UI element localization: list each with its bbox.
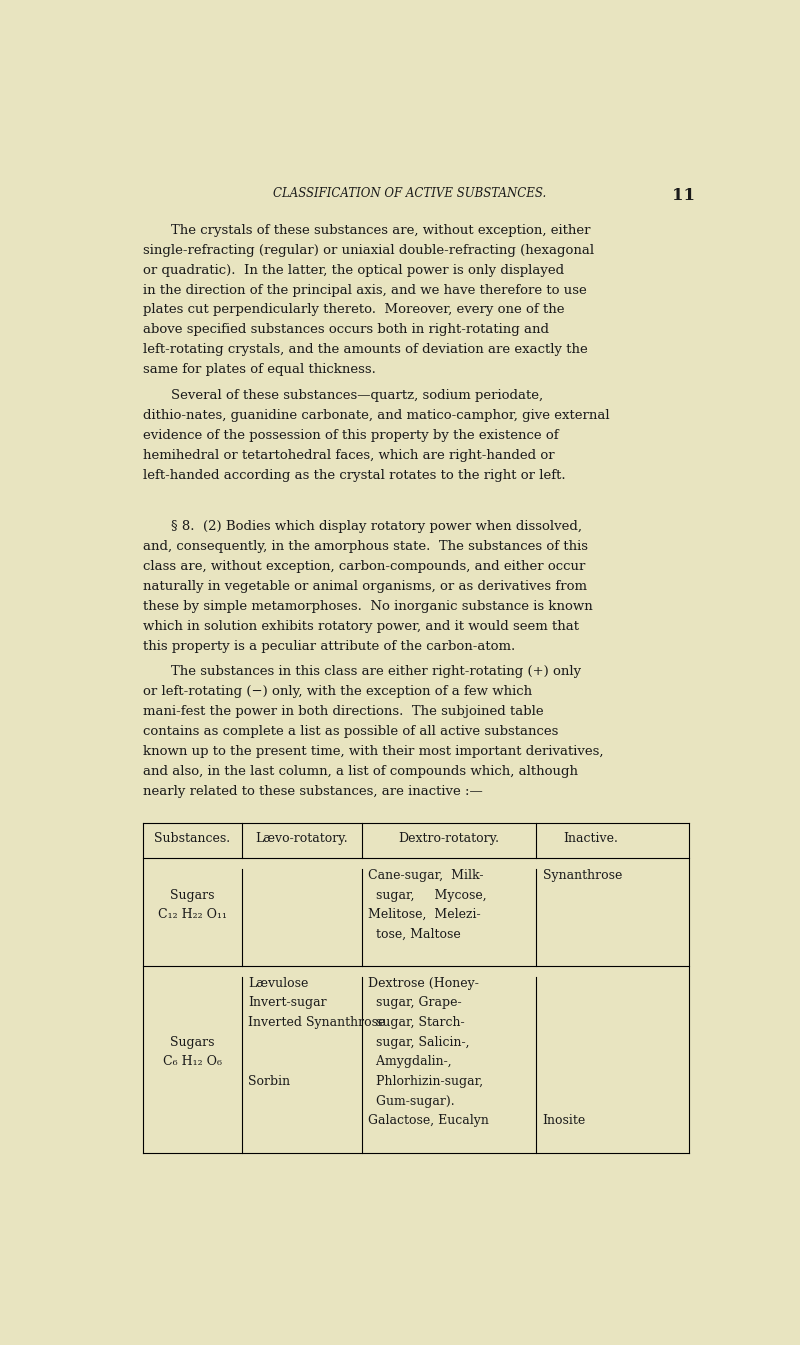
Text: naturally in vegetable or animal organisms, or as derivatives from: naturally in vegetable or animal organis… bbox=[143, 580, 587, 593]
Text: or quadratic).  In the latter, the optical power is only displayed: or quadratic). In the latter, the optica… bbox=[143, 264, 565, 277]
Text: sugar, Starch-: sugar, Starch- bbox=[368, 1015, 465, 1029]
Text: Several of these substances—quartz, sodium periodate,: Several of these substances—quartz, sodi… bbox=[171, 389, 543, 402]
Text: Sorbin: Sorbin bbox=[248, 1075, 290, 1088]
Text: known up to the present time, with their most important derivatives,: known up to the present time, with their… bbox=[143, 745, 604, 757]
Text: and, consequently, in the amorphous state.  The substances of this: and, consequently, in the amorphous stat… bbox=[143, 539, 588, 553]
Text: CLASSIFICATION OF ACTIVE SUBSTANCES.: CLASSIFICATION OF ACTIVE SUBSTANCES. bbox=[274, 187, 546, 200]
Text: Inosite: Inosite bbox=[542, 1114, 586, 1127]
Text: C₁₂ H₂₂ O₁₁: C₁₂ H₂₂ O₁₁ bbox=[158, 908, 227, 921]
Text: Lævulose: Lævulose bbox=[248, 976, 309, 990]
Text: sugar, Salicin-,: sugar, Salicin-, bbox=[368, 1036, 470, 1049]
Text: or left-rotating (−) only, with the exception of a few which: or left-rotating (−) only, with the exce… bbox=[143, 685, 533, 698]
Text: sugar,     Mycose,: sugar, Mycose, bbox=[368, 889, 487, 901]
Text: tose, Maltose: tose, Maltose bbox=[368, 928, 461, 942]
Text: Substances.: Substances. bbox=[154, 831, 230, 845]
Text: class are, without exception, carbon-compounds, and either occur: class are, without exception, carbon-com… bbox=[143, 560, 586, 573]
Text: hemihedral or tetartohedral faces, which are right-handed or: hemihedral or tetartohedral faces, which… bbox=[143, 449, 555, 461]
Text: C₆ H₁₂ O₆: C₆ H₁₂ O₆ bbox=[163, 1056, 222, 1068]
Text: this property is a peculiar attribute of the carbon-atom.: this property is a peculiar attribute of… bbox=[143, 640, 516, 652]
Text: these by simple metamorphoses.  No inorganic substance is known: these by simple metamorphoses. No inorga… bbox=[143, 600, 593, 612]
Text: single-refracting (regular) or uniaxial double-refracting (hexagonal: single-refracting (regular) or uniaxial … bbox=[143, 243, 594, 257]
Text: plates cut perpendicularly thereto.  Moreover, every one of the: plates cut perpendicularly thereto. More… bbox=[143, 304, 565, 316]
Text: Gum-sugar).: Gum-sugar). bbox=[368, 1095, 455, 1108]
Text: Synanthrose: Synanthrose bbox=[542, 869, 622, 882]
Text: dithio-nates, guanidine carbonate, and matico-camphor, give external: dithio-nates, guanidine carbonate, and m… bbox=[143, 409, 610, 421]
Text: The substances in this class are either right-rotating (+) only: The substances in this class are either … bbox=[171, 664, 582, 678]
Text: Melitose,  Melezi-: Melitose, Melezi- bbox=[368, 908, 481, 921]
Text: Dextro-rotatory.: Dextro-rotatory. bbox=[398, 831, 499, 845]
Text: Galactose, Eucalyn: Galactose, Eucalyn bbox=[368, 1114, 489, 1127]
Text: left-handed according as the crystal rotates to the right or left.: left-handed according as the crystal rot… bbox=[143, 468, 566, 482]
Text: Sugars: Sugars bbox=[170, 889, 214, 901]
Text: sugar, Grape-: sugar, Grape- bbox=[368, 997, 462, 1009]
Text: same for plates of equal thickness.: same for plates of equal thickness. bbox=[143, 363, 376, 377]
Text: above specified substances occurs both in right-rotating and: above specified substances occurs both i… bbox=[143, 324, 550, 336]
Text: Inactive.: Inactive. bbox=[563, 831, 618, 845]
Text: evidence of the possession of this property by the existence of: evidence of the possession of this prope… bbox=[143, 429, 559, 441]
Text: and also, in the last column, a list of compounds which, although: and also, in the last column, a list of … bbox=[143, 765, 578, 777]
Text: Sugars: Sugars bbox=[170, 1036, 214, 1049]
Text: Amygdalin-,: Amygdalin-, bbox=[368, 1056, 452, 1068]
Text: Invert-sugar: Invert-sugar bbox=[248, 997, 326, 1009]
Text: mani-fest the power in both directions.  The subjoined table: mani-fest the power in both directions. … bbox=[143, 705, 544, 718]
Text: 11: 11 bbox=[672, 187, 695, 204]
Text: which in solution exhibits rotatory power, and it would seem that: which in solution exhibits rotatory powe… bbox=[143, 620, 579, 632]
Text: left-rotating crystals, and the amounts of deviation are exactly the: left-rotating crystals, and the amounts … bbox=[143, 343, 588, 356]
Text: Cane-sugar,  Milk-: Cane-sugar, Milk- bbox=[368, 869, 484, 882]
Text: Lævo-rotatory.: Lævo-rotatory. bbox=[255, 831, 348, 845]
Text: Phlorhizin-sugar,: Phlorhizin-sugar, bbox=[368, 1075, 483, 1088]
Text: Inverted Synanthrose: Inverted Synanthrose bbox=[248, 1015, 386, 1029]
Text: Dextrose (Honey-: Dextrose (Honey- bbox=[368, 976, 479, 990]
Text: The crystals of these substances are, without exception, either: The crystals of these substances are, wi… bbox=[171, 223, 590, 237]
Text: contains as complete a list as possible of all active substances: contains as complete a list as possible … bbox=[143, 725, 558, 737]
Text: § 8.  (2) Bodies which display rotatory power when dissolved,: § 8. (2) Bodies which display rotatory p… bbox=[171, 519, 582, 533]
Text: in the direction of the principal axis, and we have therefore to use: in the direction of the principal axis, … bbox=[143, 284, 587, 296]
Text: nearly related to these substances, are inactive :—: nearly related to these substances, are … bbox=[143, 784, 483, 798]
